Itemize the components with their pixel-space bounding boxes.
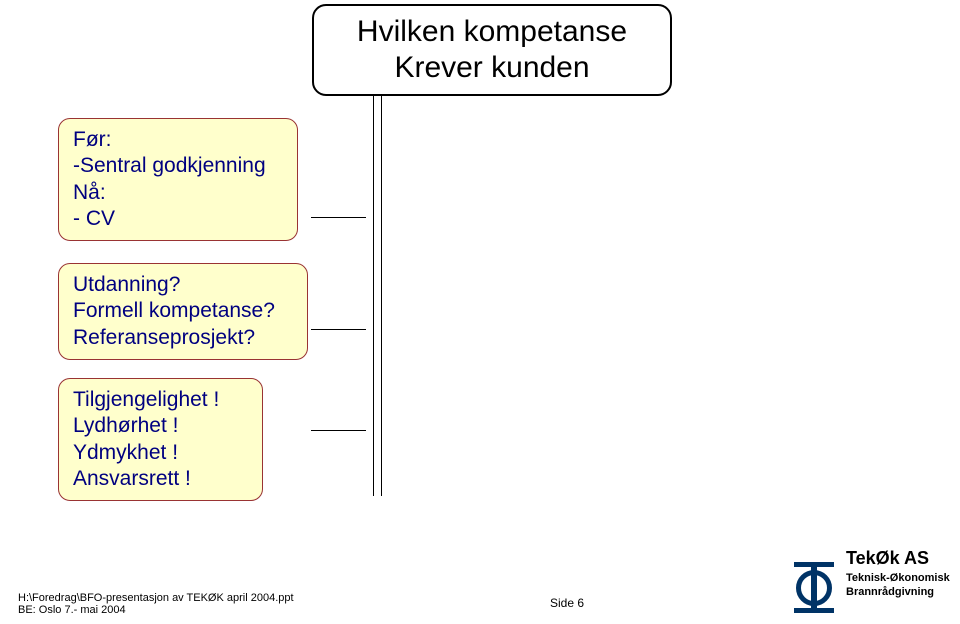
tick-3 [311, 430, 366, 431]
title-line1: Hvilken kompetanse [338, 14, 646, 50]
footer-path-text: H:\Foredrag\BFO-presentasjon av TEKØK ap… [18, 592, 294, 604]
box-before-now: Før: -Sentral godkjenning Nå: - CV [58, 118, 298, 241]
company-name: TekØk AS [846, 548, 929, 569]
logo-icon [790, 562, 838, 610]
box1-line3: - CV [73, 206, 283, 232]
box2-line2: Referanseprosjekt? [73, 325, 293, 351]
tick-2 [311, 329, 366, 330]
box2-line0: Utdanning? [73, 272, 293, 298]
box3-line2: Ydmykhet ! [73, 440, 248, 466]
box3-line3: Ansvarsrett ! [73, 466, 248, 492]
box-competence: Utdanning? Formell kompetanse? Referanse… [58, 263, 308, 360]
footer-path: H:\Foredrag\BFO-presentasjon av TEKØK ap… [18, 592, 294, 616]
box3-line1: Lydhørhet ! [73, 413, 248, 439]
box1-line2: Nå: [73, 180, 283, 206]
footer-date-text: BE: Oslo 7.- mai 2004 [18, 604, 294, 616]
title-box: Hvilken kompetanse Krever kunden [312, 4, 672, 96]
box-qualities: Tilgjengelighet ! Lydhørhet ! Ydmykhet !… [58, 378, 263, 501]
footer-page: Side 6 [550, 596, 584, 610]
box2-line1: Formell kompetanse? [73, 298, 293, 324]
company-sub2: Brannrådgivning [846, 586, 934, 598]
box3-line0: Tilgjengelighet ! [73, 387, 248, 413]
tick-1 [311, 217, 366, 218]
company-sub1: Teknisk-Økonomisk [846, 572, 950, 584]
box1-line0: Før: [73, 127, 283, 153]
title-line2: Krever kunden [338, 50, 646, 86]
box1-line1: -Sentral godkjenning [73, 153, 283, 179]
vertical-divider [373, 96, 382, 496]
